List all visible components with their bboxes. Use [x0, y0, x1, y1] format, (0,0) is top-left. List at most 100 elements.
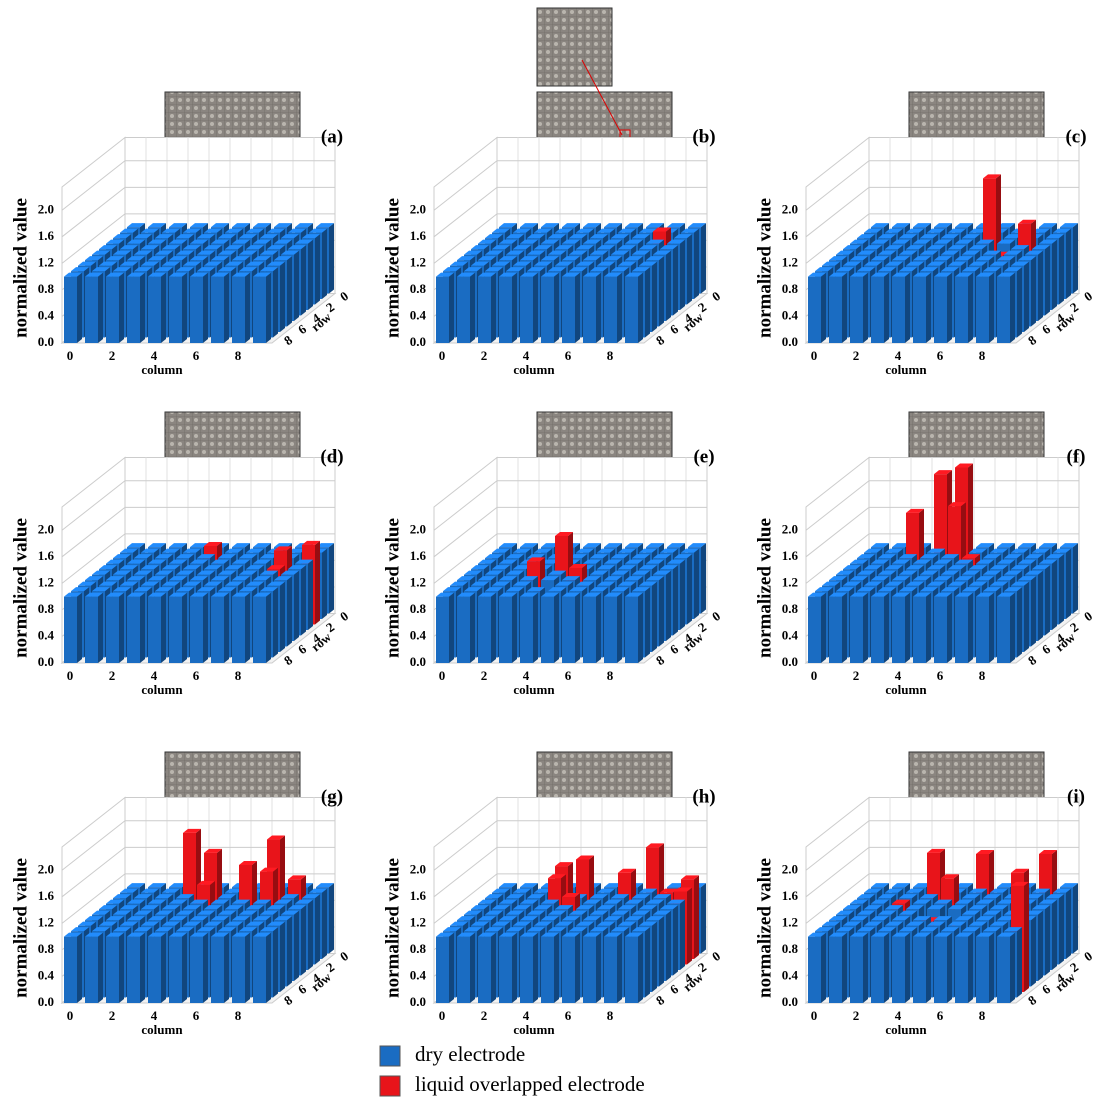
x-tick-label: 8: [979, 348, 986, 363]
panel-label: (i): [1067, 786, 1085, 807]
y-axis-label: normalized value: [382, 858, 403, 998]
dry-bar: [808, 933, 826, 1003]
dry-bar: [892, 273, 910, 343]
bar-side: [554, 933, 559, 1003]
bar-front: [85, 277, 98, 343]
bar-side: [1017, 927, 1022, 997]
bar-front: [913, 277, 926, 343]
bar-side: [659, 576, 664, 646]
bar-side: [301, 565, 306, 635]
x-tick-label: 2: [853, 1008, 860, 1023]
y-tick-label: 0.0: [782, 994, 798, 1009]
y-tick-label: 2.0: [782, 201, 798, 216]
bar-side: [659, 916, 664, 986]
y-axis-label: normalized value: [10, 198, 31, 338]
bar-front: [520, 597, 533, 663]
bar-side: [98, 933, 103, 1003]
x-tick-label: 6: [937, 668, 944, 683]
y-tick-label: 2.0: [782, 861, 798, 876]
bar-side: [652, 582, 657, 652]
bar-side: [701, 883, 706, 953]
bar-side: [968, 593, 973, 663]
x-tick-label: 4: [523, 668, 530, 683]
z-tick-label: 8: [653, 332, 667, 348]
y-tick-label: 2.0: [782, 521, 798, 536]
y-tick-label: 0.0: [38, 334, 54, 349]
bar-front: [64, 277, 77, 343]
bar-side: [1038, 571, 1043, 641]
bar-side: [512, 593, 517, 663]
bar-side: [470, 273, 475, 343]
bar-side: [119, 273, 124, 343]
z-tick-label: 8: [653, 652, 667, 668]
dry-bar: [583, 933, 601, 1003]
bar-front: [955, 597, 968, 663]
bar-side: [182, 273, 187, 343]
x-tick-label: 8: [607, 348, 614, 363]
bar-side: [596, 273, 601, 343]
bar-side: [687, 554, 692, 624]
y-axis-label: normalized value: [10, 858, 31, 998]
bar-front: [808, 937, 821, 1003]
dry-bar: [850, 593, 868, 663]
bar-front: [829, 277, 842, 343]
bar-front: [625, 597, 638, 663]
x-tick-label: 2: [853, 668, 860, 683]
z-tick-label: 0: [337, 948, 351, 964]
bar-front: [211, 277, 224, 343]
dry-bar: [583, 593, 601, 663]
bar-front: [976, 277, 989, 343]
dry-bar: [913, 933, 931, 1003]
bar-front: [106, 277, 119, 343]
bar-front: [934, 277, 947, 343]
x-tick-label: 0: [811, 348, 818, 363]
bar-front: [169, 597, 182, 663]
y-tick-label: 1.6: [782, 888, 799, 903]
y-axis-label: normalized value: [382, 198, 403, 338]
bar-front: [604, 597, 617, 663]
x-tick-label: 6: [193, 348, 200, 363]
x-tick-label: 6: [193, 1008, 200, 1023]
legend-label: liquid overlapped electrode: [415, 1072, 645, 1096]
bar-front: [955, 277, 968, 343]
x-tick-label: 4: [895, 668, 902, 683]
dry-bar: [457, 933, 475, 1003]
x-tick-label: 6: [565, 668, 572, 683]
dry-bar: [955, 593, 973, 663]
dry-bar: [625, 933, 643, 1003]
x-axis-label: column: [141, 682, 183, 697]
x-tick-label: 2: [481, 668, 488, 683]
dry-bar: [562, 273, 580, 343]
dry-bar: [976, 933, 994, 1003]
y-tick-label: 2.0: [410, 861, 426, 876]
panel-label: (h): [692, 786, 715, 807]
x-tick-label: 6: [937, 348, 944, 363]
bar-side: [161, 933, 166, 1003]
dry-bar: [499, 273, 517, 343]
dry-bar: [127, 933, 145, 1003]
bar-side: [842, 933, 847, 1003]
dry-bar: [997, 273, 1015, 343]
bar-front: [829, 597, 842, 663]
y-tick-label: 0.4: [410, 307, 427, 322]
bar-side: [1024, 582, 1029, 652]
bar-front: [850, 277, 863, 343]
bar-side: [161, 273, 166, 343]
bar-side: [821, 273, 826, 343]
dry-bar: [232, 593, 250, 663]
bar-side: [1024, 262, 1029, 332]
dry-bar: [148, 273, 166, 343]
dry-bar: [871, 933, 889, 1003]
y-tick-label: 1.6: [410, 548, 427, 563]
bar-front: [808, 277, 821, 343]
dry-bar: [478, 273, 496, 343]
bar-side: [968, 273, 973, 343]
dry-bar: [520, 593, 538, 663]
bar-front: [169, 937, 182, 1003]
bar-side: [596, 933, 601, 1003]
bar-front: [913, 937, 926, 1003]
bar-front: [850, 937, 863, 1003]
x-tick-label: 2: [853, 348, 860, 363]
bar-front: [871, 277, 884, 343]
bar-side: [308, 900, 313, 970]
